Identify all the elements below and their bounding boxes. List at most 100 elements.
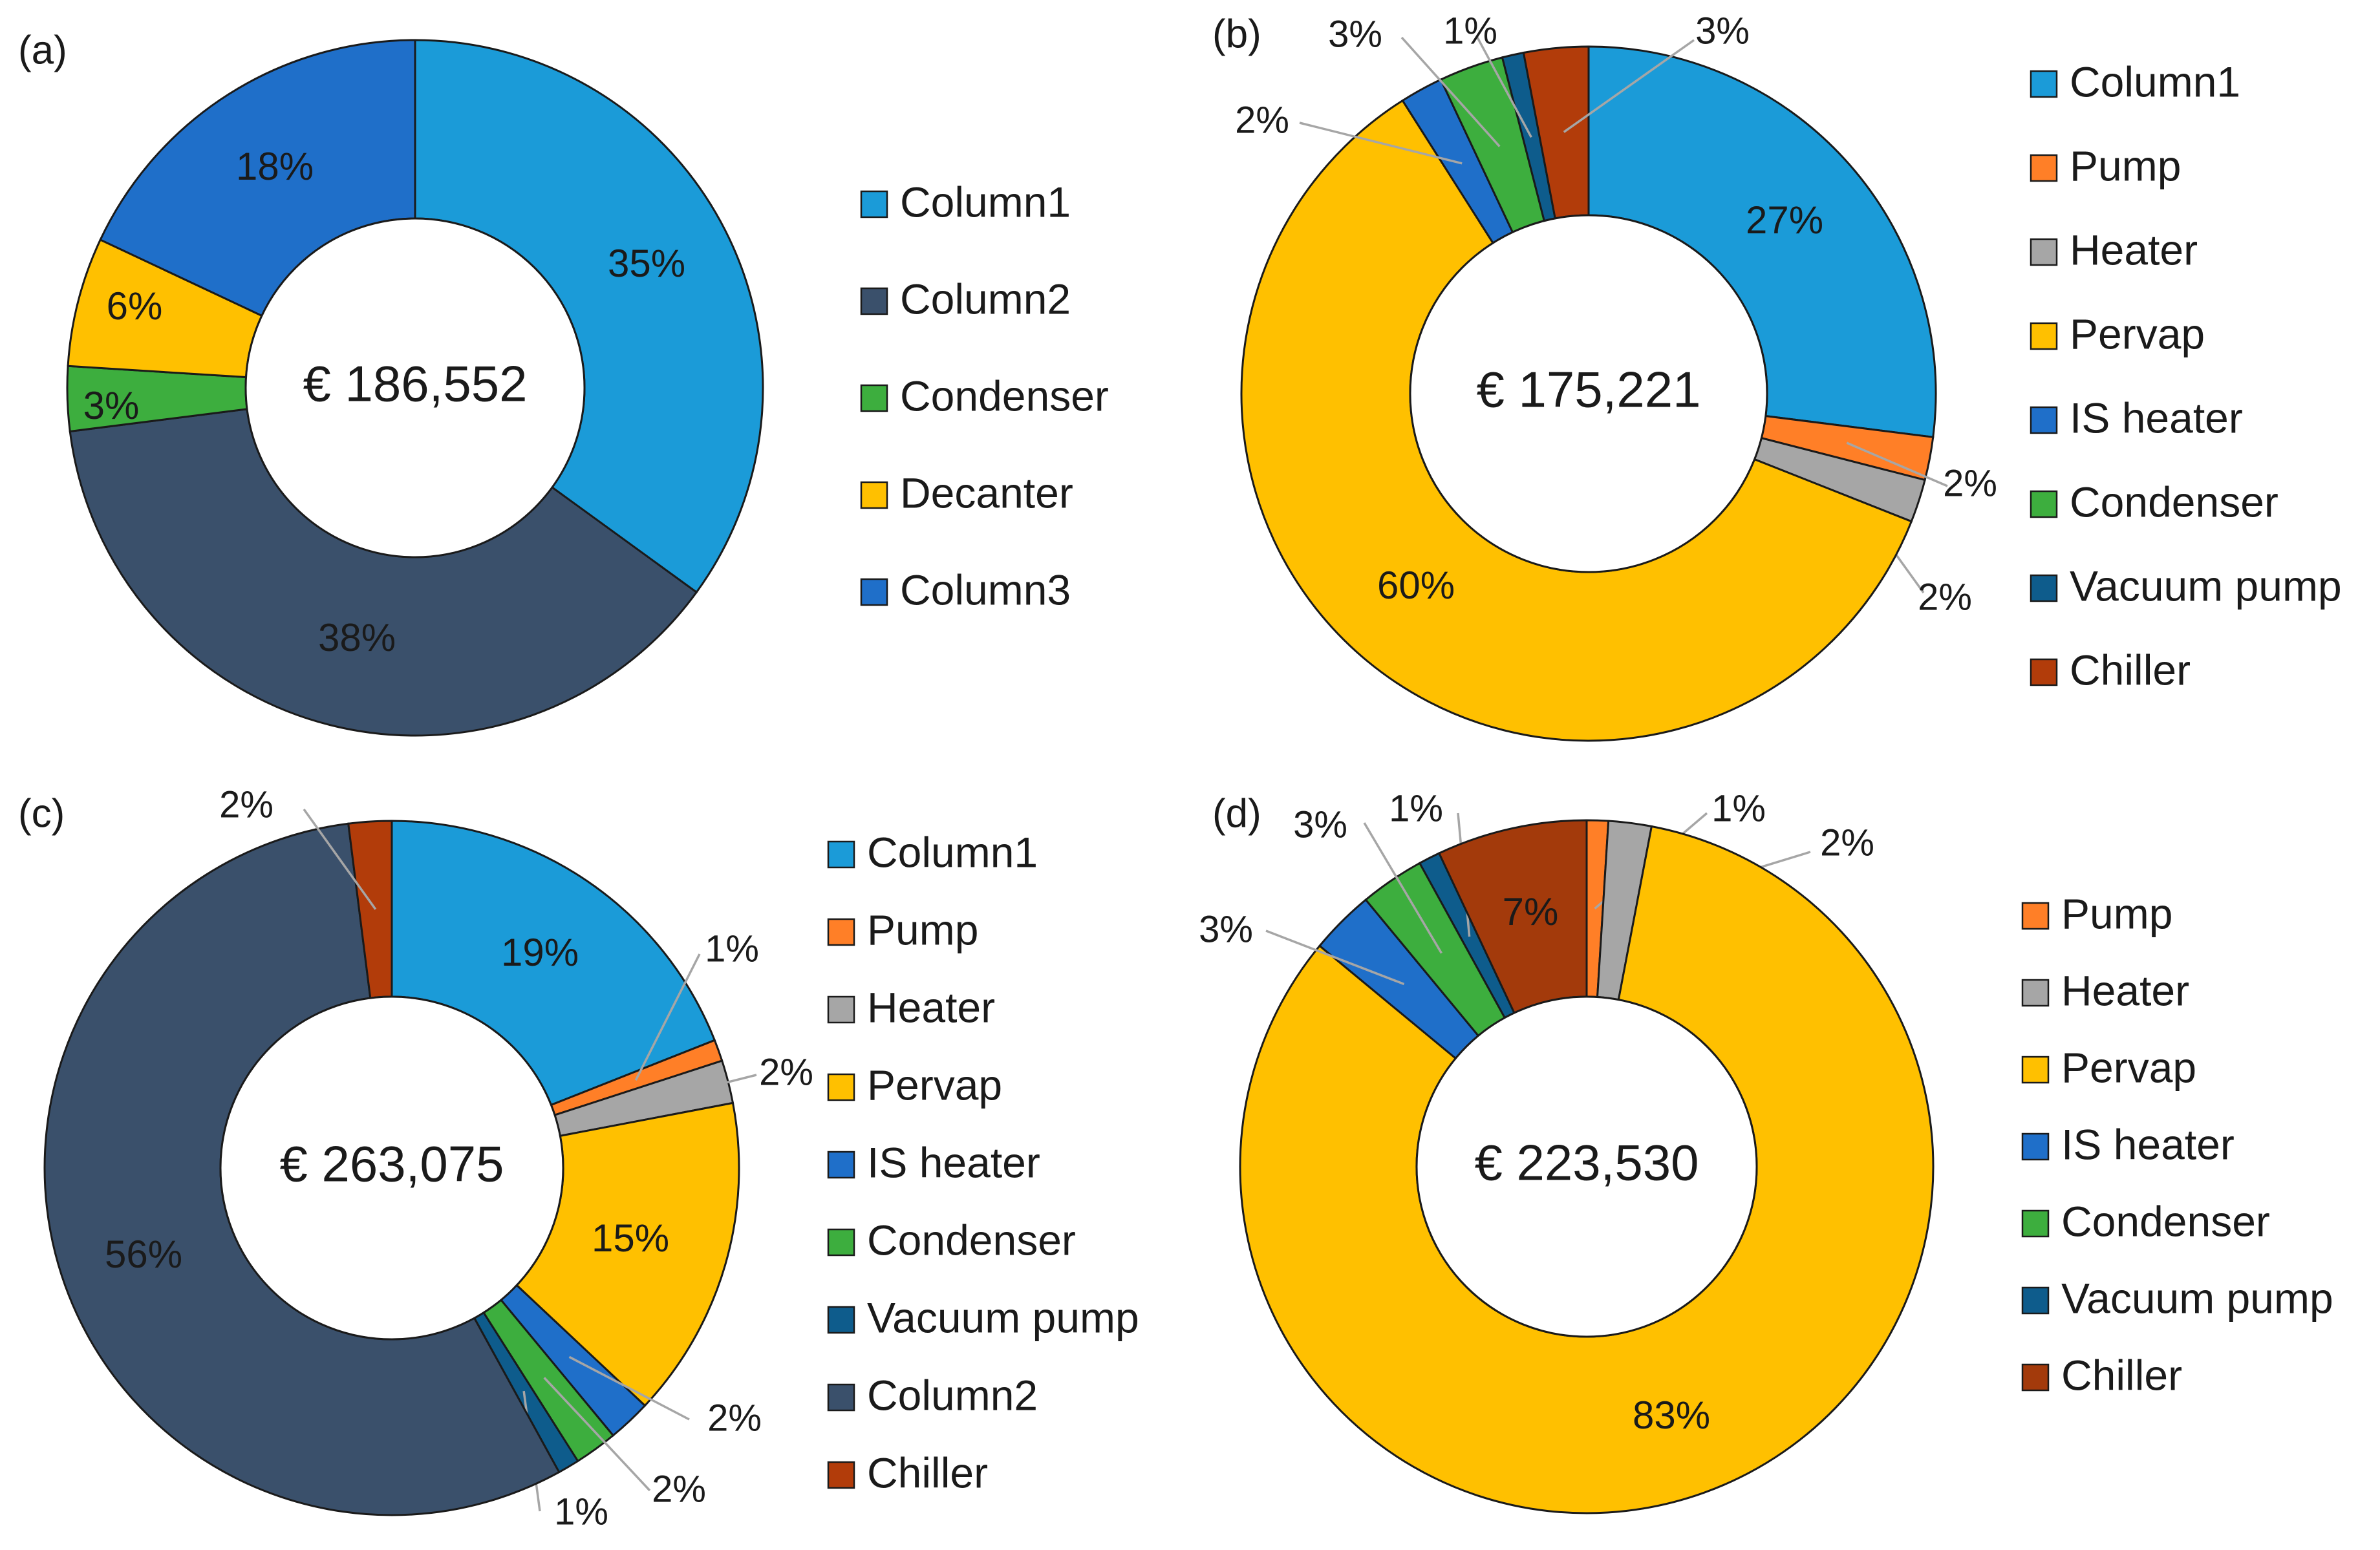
legend-swatch-pump [2021,902,2050,930]
donut-panel-b: (b) 27% 2% 2% 60% 2% 3% 1% 3% € 175,221 Column1 Pum… [1212,10,2342,742]
donut-panel-c: (c)19% 1%2%15%2%2%1%56%2%€ 263,075Column1… [18,783,1139,1533]
legend-swatch-is-heater [827,1151,855,1179]
slice-label-chiller: 2% [219,783,273,825]
slice-label-column1: 35% [608,242,685,285]
slice-label-column2: 56% [105,1233,182,1276]
leader-line-is-heater [568,1355,690,1421]
legend-swatch-chiller [2030,658,2058,686]
slice-label-chiller: 3% [1695,10,1750,52]
legend-label-is-heater: IS heater [2070,394,2243,441]
leader-line-condenser [1363,822,1442,954]
leader-line-vacuum-pump [1476,37,1532,138]
legend-swatch-heater [2030,238,2058,266]
legend-label-chiller: Chiller [2070,646,2191,694]
legend-label-pervap: Pervap [2061,1043,2196,1091]
legend-swatch-pump [2030,154,2058,182]
legend-label-pervap: Pervap [2070,310,2205,357]
slice-label-heater: 2% [1820,822,1874,864]
donut-hole [1415,995,1758,1338]
slice-label-is-heater: 3% [1199,908,1253,950]
legend-swatch-decanter [860,481,888,509]
legend: Column1 Column2 Condenser Decanter Column3 [860,178,1109,613]
leader-line-chiller [1563,39,1695,133]
legend-label-condenser: Condenser [867,1216,1076,1264]
slice-label-vacuum-pump: 1% [554,1491,608,1533]
legend-label-column1: Column1 [2070,58,2240,105]
panel-label: (b) [1212,12,1261,56]
panel-label: (d) [1212,791,1261,836]
center-total-cost: € 223,530 [1474,1134,1699,1191]
center-total-cost: € 175,221 [1476,361,1700,418]
slice-label-column3: 18% [236,145,314,188]
legend-label-decanter: Decanter [900,469,1073,516]
slice-label-vacuum-pump: 1% [1443,10,1497,52]
leader-line-is-heater [1299,122,1463,165]
slice-label-condenser: 3% [83,384,140,427]
leader-line-pump [1846,441,1948,487]
panel-label: (a) [18,28,67,72]
legend-swatch-heater [2021,979,2050,1007]
legend: Pump Heater Pervap IS heater Condenser Vacuum… [2021,889,2333,1399]
slice-label-condenser: 3% [1293,803,1347,845]
legend-swatch-vacuum-pump [2021,1286,2050,1315]
slice-label-condenser: 2% [652,1468,706,1510]
legend-label-column2: Column2 [900,275,1071,323]
legend-swatch-condenser [2030,490,2058,518]
legend-label-chiller: Chiller [867,1449,988,1496]
slice-label-is-heater: 2% [707,1397,762,1439]
legend-swatch-condenser [860,384,888,412]
donut-panel-a: (a)35%38%3%6%18%€ 186,552Column1Column2C… [18,28,1109,737]
leader-line-pump [634,953,701,1081]
legend-swatch-column3 [860,578,888,606]
leader-line-condenser [1400,36,1501,147]
legend-label-pump: Pump [2061,889,2172,937]
slice-label-column1: 27% [1746,198,1823,242]
leader-line-condenser [543,1377,651,1492]
donut-hole [244,217,586,558]
slice-label-pump: 1% [1711,787,1766,829]
legend-label-vacuum-pump: Vacuum pump [2070,562,2342,610]
legend-label-condenser: Condenser [2061,1197,2270,1245]
center-total-cost: € 186,552 [303,356,527,412]
slice-label-vacuum-pump: 1% [1389,787,1443,829]
legend-swatch-column2 [827,1383,855,1412]
slice-label-is-heater: 2% [1235,99,1289,141]
legend-swatch-pervap [2030,322,2058,350]
legend-label-vacuum-pump: Vacuum pump [2061,1274,2333,1322]
legend: Column1 Pump Heater Pervap IS heater Condense… [827,828,1139,1496]
leader-line-heater [642,1074,757,1105]
legend-label-column1: Column1 [867,828,1038,876]
slice-label-pump: 1% [705,928,759,970]
legend-swatch-column1 [860,190,888,218]
leader-line-chiller [303,808,377,910]
legend-swatch-condenser [827,1228,855,1257]
legend-label-column2: Column2 [867,1371,1038,1419]
slice-label-condenser: 3% [1328,13,1382,55]
slice-label-pervap: 15% [592,1216,669,1260]
legend-swatch-vacuum-pump [2030,574,2058,602]
donut-hole [1409,214,1768,573]
legend-label-pervap: Pervap [867,1061,1002,1109]
center-total-cost: € 263,075 [279,1136,504,1193]
legend-label-pump: Pump [867,906,978,953]
slice-label-chiller: 7% [1503,890,1559,933]
legend-swatch-column2 [860,287,888,315]
legend-swatch-chiller [827,1461,855,1489]
legend-label-condenser: Condenser [900,372,1109,419]
slice-label-heater: 2% [1918,576,1972,618]
legend-swatch-vacuum-pump [827,1306,855,1334]
legend: Column1 Pump Heater Pervap IS heater Condense… [2030,58,2342,694]
legend-label-is-heater: IS heater [2061,1120,2235,1168]
legend-swatch-is-heater [2021,1132,2050,1161]
slice-label-pervap: 83% [1633,1394,1710,1437]
legend-swatch-condenser [2021,1209,2050,1238]
donut-panel-d: (d) 1% 2% 83% 3% 3% 1% 7% € 223,530 Pump Heater Per… [1199,787,2333,1514]
legend-label-vacuum-pump: Vacuum pump [867,1293,1139,1341]
slice-label-pervap: 60% [1377,564,1455,607]
legend-label-is-heater: IS heater [867,1138,1040,1186]
legend-label-chiller: Chiller [2061,1351,2182,1399]
legend-swatch-is-heater [2030,406,2058,434]
legend-swatch-column1 [827,840,855,869]
slice-label-pump: 2% [1943,462,1997,504]
